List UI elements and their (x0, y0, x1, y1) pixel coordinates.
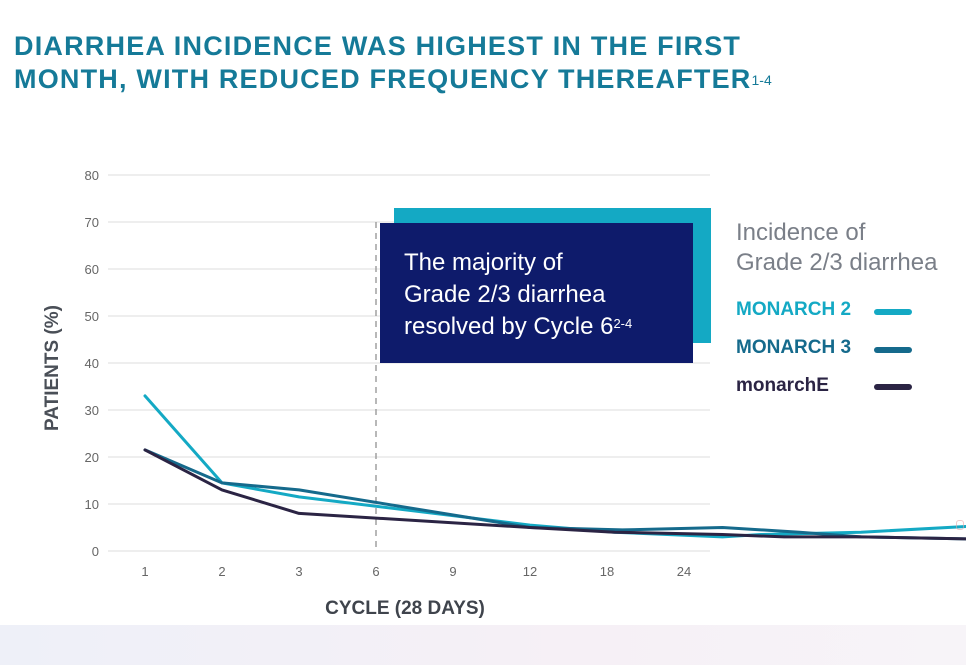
legend-title: Incidence of Grade 2/3 diarrhea (736, 218, 966, 278)
legend-swatch-monarch-2 (874, 309, 912, 315)
y-tick-label-60: 60 (85, 262, 99, 277)
legend-title-line-2: Grade 2/3 diarrhea (736, 249, 938, 276)
x-axis-label: CYCLE (28 DAYS) (325, 598, 485, 619)
x-tick-label-3: 3 (295, 564, 302, 579)
legend-swatch-monarche (874, 384, 912, 390)
series-line-monarche (143, 448, 966, 541)
edge-decoration (956, 520, 964, 530)
callout-line-1: The majority of (404, 249, 563, 276)
y-tick-label-80: 80 (85, 168, 99, 183)
x-tick-label-12: 12 (523, 564, 537, 579)
y-tick-label-40: 40 (85, 356, 99, 371)
y-tick-label-50: 50 (85, 309, 99, 324)
x-tick-label-2: 2 (218, 564, 225, 579)
title-reference: 1-4 (751, 72, 772, 88)
legend-entry-monarch-3: MONARCH 3 (736, 337, 852, 358)
x-tick-label-18: 18 (600, 564, 614, 579)
x-axis-ticks: 1 2 3 6 9 12 18 24 (141, 564, 691, 579)
y-tick-label-10: 10 (85, 497, 99, 512)
x-tick-label-1: 1 (141, 564, 148, 579)
title-line-1: DIARRHEA INCIDENCE WAS HIGHEST IN THE FI… (14, 31, 742, 61)
y-axis-ticks: 0 10 20 30 40 50 60 70 80 (85, 168, 99, 559)
callout-line-3: resolved by Cycle 6 (404, 313, 614, 340)
x-tick-label-9: 9 (449, 564, 456, 579)
legend-entry-monarch-2: MONARCH 2 (736, 299, 852, 320)
x-tick-label-6: 6 (372, 564, 379, 579)
chart-series (143, 394, 966, 541)
y-tick-label-0: 0 (92, 544, 99, 559)
x-tick-label-24: 24 (677, 564, 691, 579)
y-tick-label-30: 30 (85, 403, 99, 418)
legend-title-line-1: Incidence of (736, 219, 866, 246)
y-tick-label-20: 20 (85, 450, 99, 465)
callout-box: The majority of Grade 2/3 diarrhea resol… (380, 223, 693, 363)
legend-entry-monarche: monarchE (736, 375, 829, 396)
series-line-monarch-2 (143, 394, 966, 539)
page-title: DIARRHEA INCIDENCE WAS HIGHEST IN THE FI… (14, 30, 772, 96)
callout-reference: 2-4 (613, 316, 633, 331)
title-line-2: MONTH, WITH REDUCED FREQUENCY THEREAFTER (14, 64, 752, 94)
legend-swatch-monarch-3 (874, 347, 912, 353)
callout-line-2: Grade 2/3 diarrhea (404, 281, 606, 308)
y-tick-label-70: 70 (85, 215, 99, 230)
y-axis-label: PATIENTS (%) (42, 305, 63, 431)
bottom-background-fade (0, 625, 966, 665)
